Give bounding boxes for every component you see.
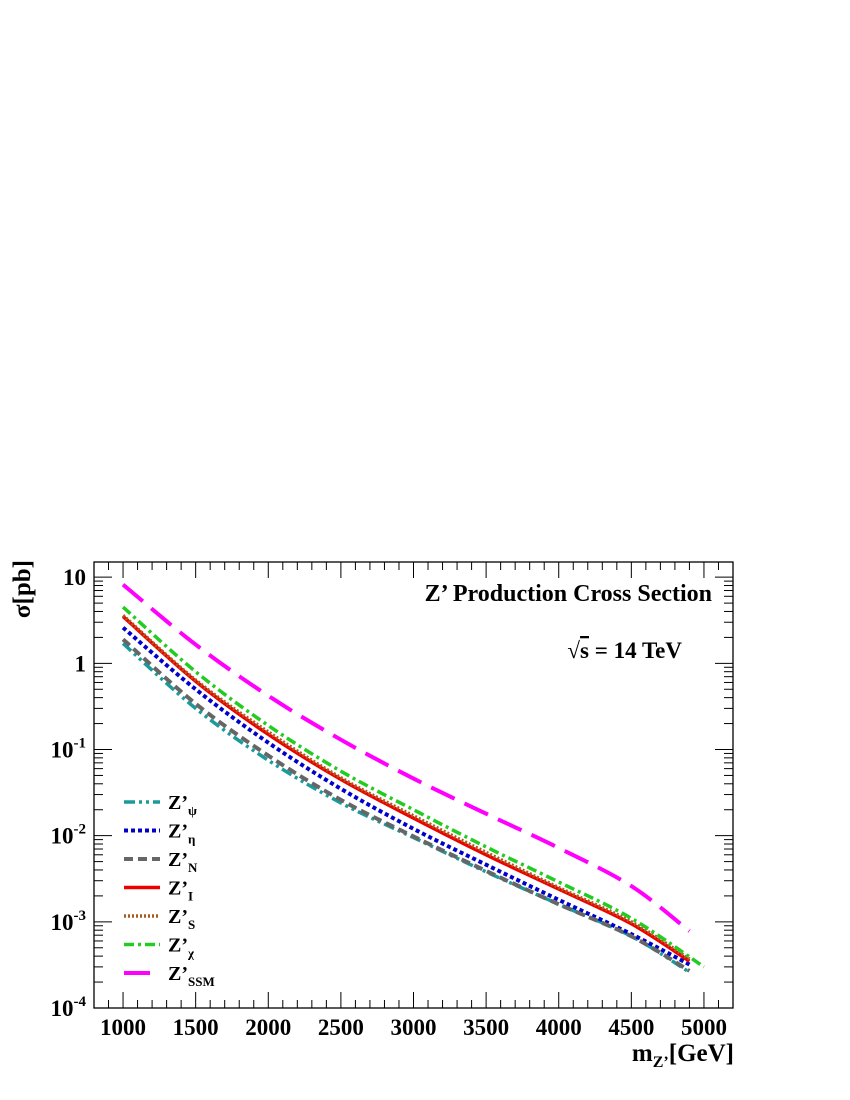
legend: Z’ψZ’ηZ’NZ’IZ’SZ’χZ’SSM [124,792,215,989]
y-tick-label: 10-4 [51,994,87,1021]
x-tick-label: 1000 [100,1015,146,1040]
legend-label-base: Z’ [168,906,188,928]
x-tick-label: 3500 [463,1015,509,1040]
y-tick-label-base: 10 [51,738,74,763]
x-axis-label-unit: [GeV] [669,1040,734,1067]
y-tick-label: 1 [75,651,87,676]
plot-frame [93,561,734,1009]
y-tick-label-exp: -3 [74,908,87,924]
legend-label-sub: I [188,889,193,904]
y-tick-label: 10-1 [51,736,87,763]
x-tick-label: 2500 [318,1015,364,1040]
y-tick-label: 10-2 [51,822,87,849]
y-tick-label-base: 1 [75,651,87,676]
legend-label: Z’ψ [168,792,197,818]
legend-label: Z’η [168,821,195,847]
legend-label-sub: χ [187,946,195,961]
x-tick-label: 5000 [681,1015,727,1040]
legend-label-sub: η [188,832,195,847]
x-axis-label-base: m [632,1040,653,1067]
legend-label-sub: N [188,860,198,875]
chart-title: Z’ Production Cross Section [425,581,712,607]
y-axis-label: σ[pb] [9,560,36,618]
series-line-N [121,637,691,973]
y-tick-label-base: 10 [51,910,74,935]
legend-label-base: Z’ [168,878,188,900]
x-tick-label: 3000 [391,1015,437,1040]
x-axis-label-sub: Z’ [653,1054,669,1071]
legend-label-base: Z’ [168,849,188,871]
y-tick-label-base: 10 [51,996,74,1021]
y-tick-label-exp: -2 [74,822,87,838]
legend-label-base: Z’ [168,963,188,985]
series-line-SSM [121,583,691,933]
legend-label-sub: ψ [188,803,197,818]
legend-label-sub: SSM [188,974,215,989]
y-tick-label: 10 [63,565,86,590]
legend-label: Z’χ [168,935,195,961]
legend-label: Z’N [168,849,198,875]
sqrt-symbol: √ [567,638,580,663]
series-layer [121,583,705,974]
legend-label-base: Z’ [168,821,188,843]
series-line-S [121,614,691,961]
sqrt-s: s [580,638,589,663]
legend-label: Z’I [168,878,193,904]
series-line-I [121,615,691,963]
y-tick-label-base: 10 [51,824,74,849]
x-tick-label: 1500 [173,1015,219,1040]
series-line-η [121,626,691,967]
legend-label: Z’SSM [168,963,215,989]
text-layer: Z’ Production Cross Section √s = 14 TeV … [9,560,734,1071]
y-tick-label: 10-3 [51,908,87,935]
legend-label-base: Z’ [168,935,188,957]
axes-layer: 1000 1500 2000 2500 3000 3500 4000 4500 5000 10 1 1… [51,561,734,1040]
x-tick-label: 4000 [536,1015,582,1040]
series-line-χ [121,605,705,969]
legend-label-sub: S [188,917,195,932]
y-tick-label-base: 10 [63,565,86,590]
energy-annotation: √s = 14 TeV [567,638,682,663]
x-axis-label: mZ’[GeV] [632,1040,734,1071]
legend-label: Z’S [168,906,195,932]
x-tick-label: 4500 [608,1015,654,1040]
y-tick-label-exp: -4 [74,994,87,1010]
series-line-ψ [121,642,691,974]
x-tick-label: 2000 [245,1015,291,1040]
y-tick-label-exp: -1 [74,736,87,752]
legend-label-base: Z’ [168,792,188,814]
energy-value: = 14 TeV [589,638,682,663]
